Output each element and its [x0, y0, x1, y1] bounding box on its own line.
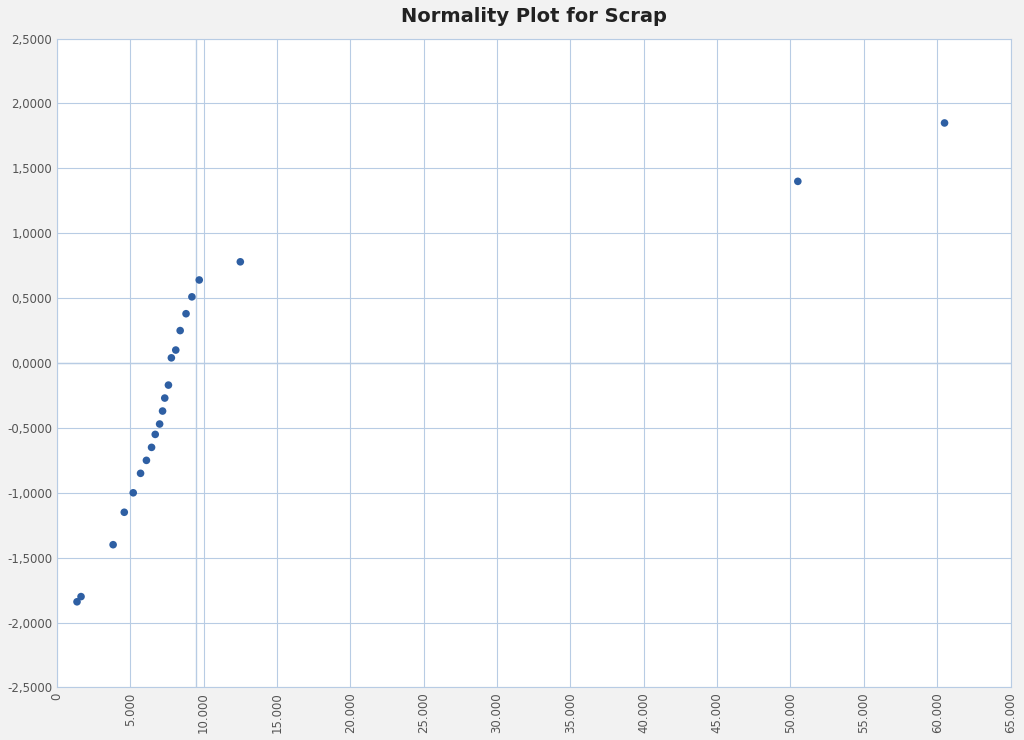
Point: [157, 392, 173, 404]
Point: [69, 596, 85, 608]
Point: [116, 506, 132, 518]
Point: [73, 591, 89, 602]
Point: [147, 428, 164, 440]
Point: [155, 405, 171, 417]
Point: [132, 468, 148, 480]
Point: [152, 418, 168, 430]
Point: [160, 379, 176, 391]
Point: [104, 539, 121, 551]
Point: [183, 291, 200, 303]
Point: [191, 274, 208, 286]
Point: [143, 442, 160, 454]
Point: [178, 308, 195, 320]
Point: [232, 256, 249, 268]
Point: [168, 344, 184, 356]
Point: [790, 175, 806, 187]
Point: [172, 325, 188, 337]
Point: [936, 117, 952, 129]
Point: [163, 352, 179, 364]
Point: [138, 454, 155, 466]
Point: [125, 487, 141, 499]
Title: Normality Plot for Scrap: Normality Plot for Scrap: [400, 7, 667, 26]
